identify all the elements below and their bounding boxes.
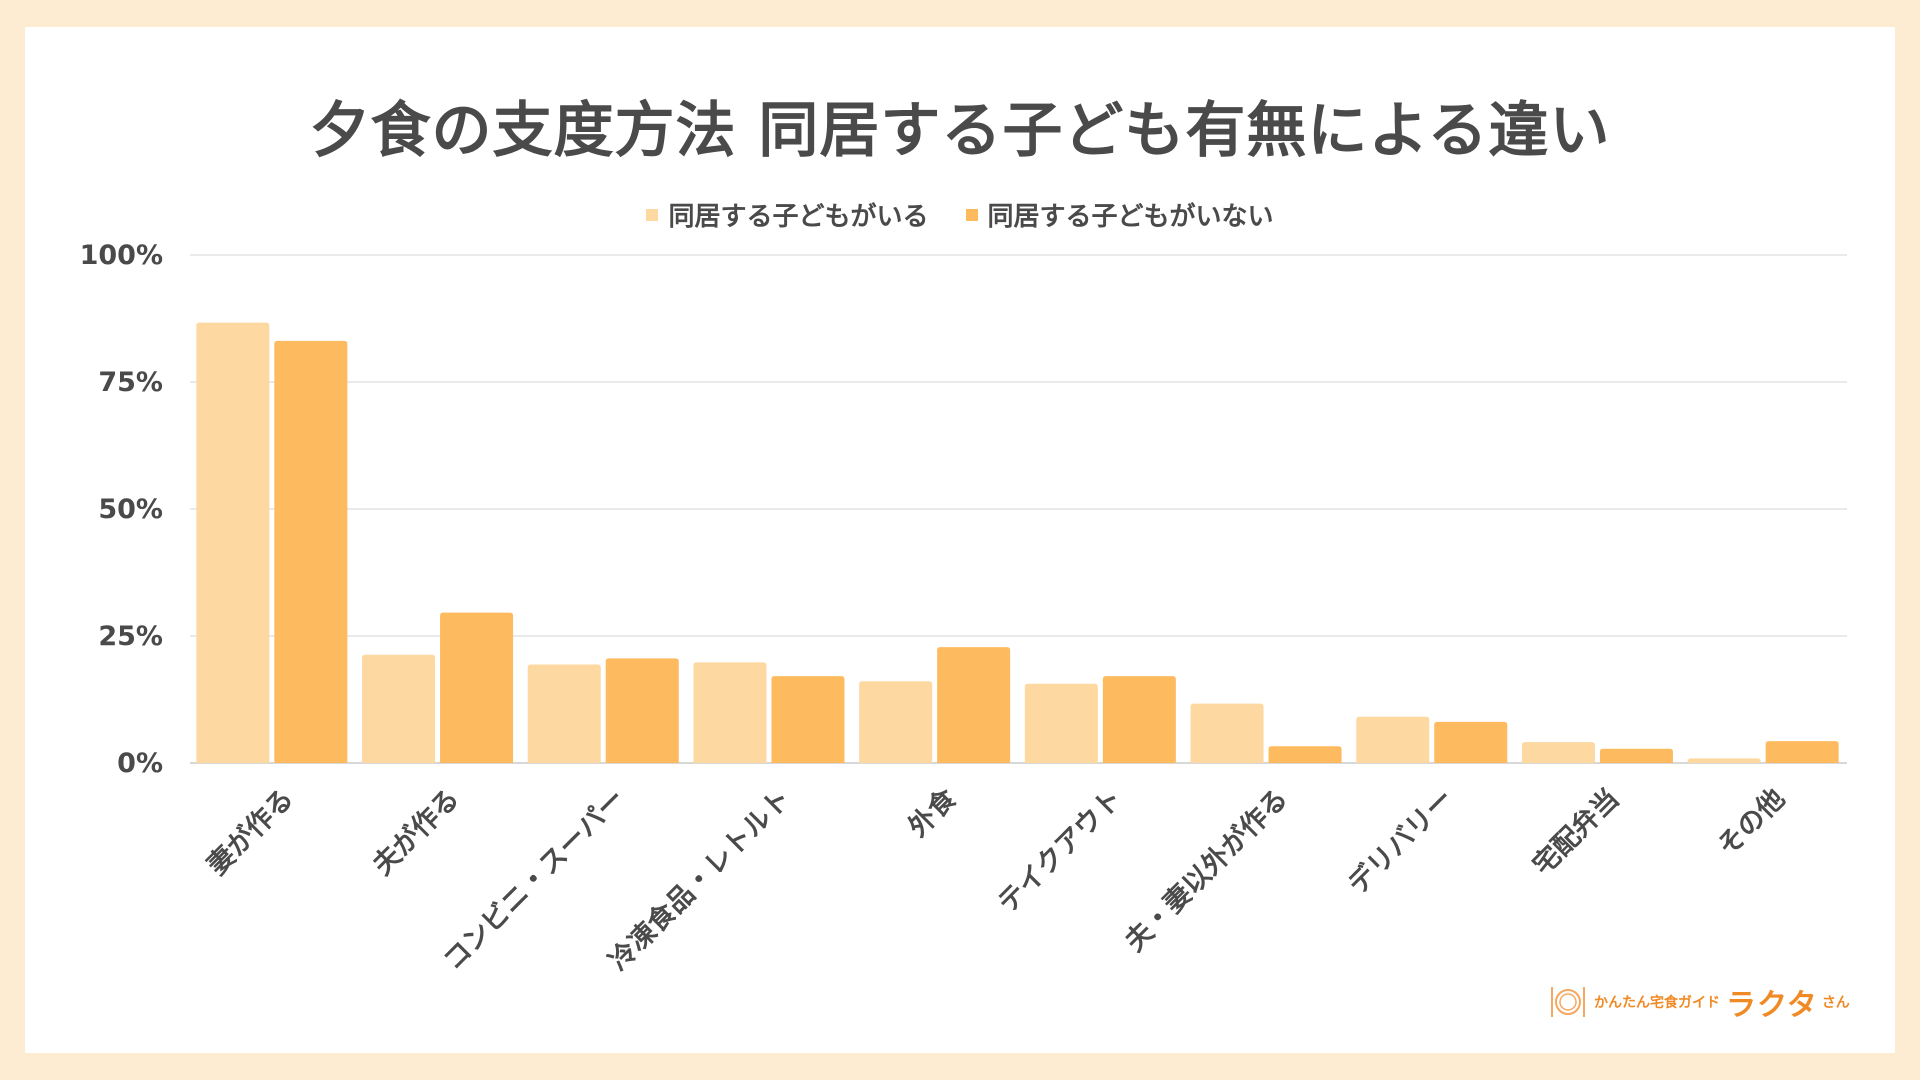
chart-title: 夕食の支度方法 同居する子ども有無による違い bbox=[309, 96, 1611, 166]
brand-logo: かんたん宅食ガイド ラクタ さん bbox=[1548, 980, 1850, 1024]
y-tick-label: 75% bbox=[98, 367, 163, 398]
x-tick-label: 外食 bbox=[902, 782, 964, 844]
legend-label: 同居する子どもがいる bbox=[668, 202, 929, 232]
bar bbox=[693, 662, 767, 763]
logo-subtitle: かんたん宅食ガイド bbox=[1594, 995, 1720, 1011]
bar bbox=[1521, 742, 1595, 763]
legend-label: 同居する子どもがいない bbox=[987, 202, 1274, 232]
bar bbox=[1599, 748, 1673, 763]
logo-name: ラクタ bbox=[1726, 988, 1818, 1023]
bar bbox=[1024, 683, 1098, 763]
legend-swatch bbox=[965, 208, 978, 221]
y-tick-label: 50% bbox=[98, 494, 163, 525]
y-tick-label: 100% bbox=[80, 240, 163, 271]
bar bbox=[771, 676, 845, 763]
x-tick-label: 夫・妻以外が作る bbox=[1119, 782, 1294, 957]
x-tick-label: 冷凍食品・レトルト bbox=[602, 782, 796, 976]
bar bbox=[937, 647, 1011, 763]
bar bbox=[859, 681, 933, 763]
x-tick-label: デリバリー bbox=[1342, 782, 1460, 900]
plate-icon bbox=[1551, 987, 1585, 1017]
x-tick-label: その他 bbox=[1712, 783, 1791, 862]
legend-item-with-children: 同居する子どもがいる bbox=[646, 196, 928, 233]
x-tick-label: 妻が作る bbox=[201, 782, 300, 881]
x-tick-label: コンビニ・スーパー bbox=[438, 783, 632, 977]
y-tick-label: 25% bbox=[98, 621, 163, 652]
bar bbox=[527, 664, 601, 763]
bar bbox=[362, 654, 436, 763]
legend-item-without-children: 同居する子どもがいない bbox=[965, 196, 1274, 233]
bar bbox=[1102, 676, 1176, 763]
bar bbox=[605, 658, 679, 763]
x-tick-label: 宅配弁当 bbox=[1526, 782, 1625, 881]
x-tick-label: テイクアウト bbox=[992, 783, 1128, 919]
bar bbox=[1356, 716, 1430, 763]
bar bbox=[1268, 746, 1342, 763]
legend-swatch bbox=[646, 208, 659, 221]
bar bbox=[274, 340, 348, 763]
bar bbox=[1687, 758, 1761, 763]
y-tick-label: 0% bbox=[117, 748, 163, 779]
x-tick-label: 夫が作る bbox=[367, 782, 466, 881]
bar bbox=[1190, 703, 1264, 763]
bar bbox=[196, 322, 270, 763]
bar bbox=[1765, 741, 1839, 763]
bar bbox=[440, 612, 514, 763]
bar bbox=[1434, 721, 1508, 763]
legend: 同居する子どもがいる 同居する子どもがいない bbox=[0, 196, 1920, 233]
logo-suffix: さん bbox=[1821, 995, 1850, 1011]
